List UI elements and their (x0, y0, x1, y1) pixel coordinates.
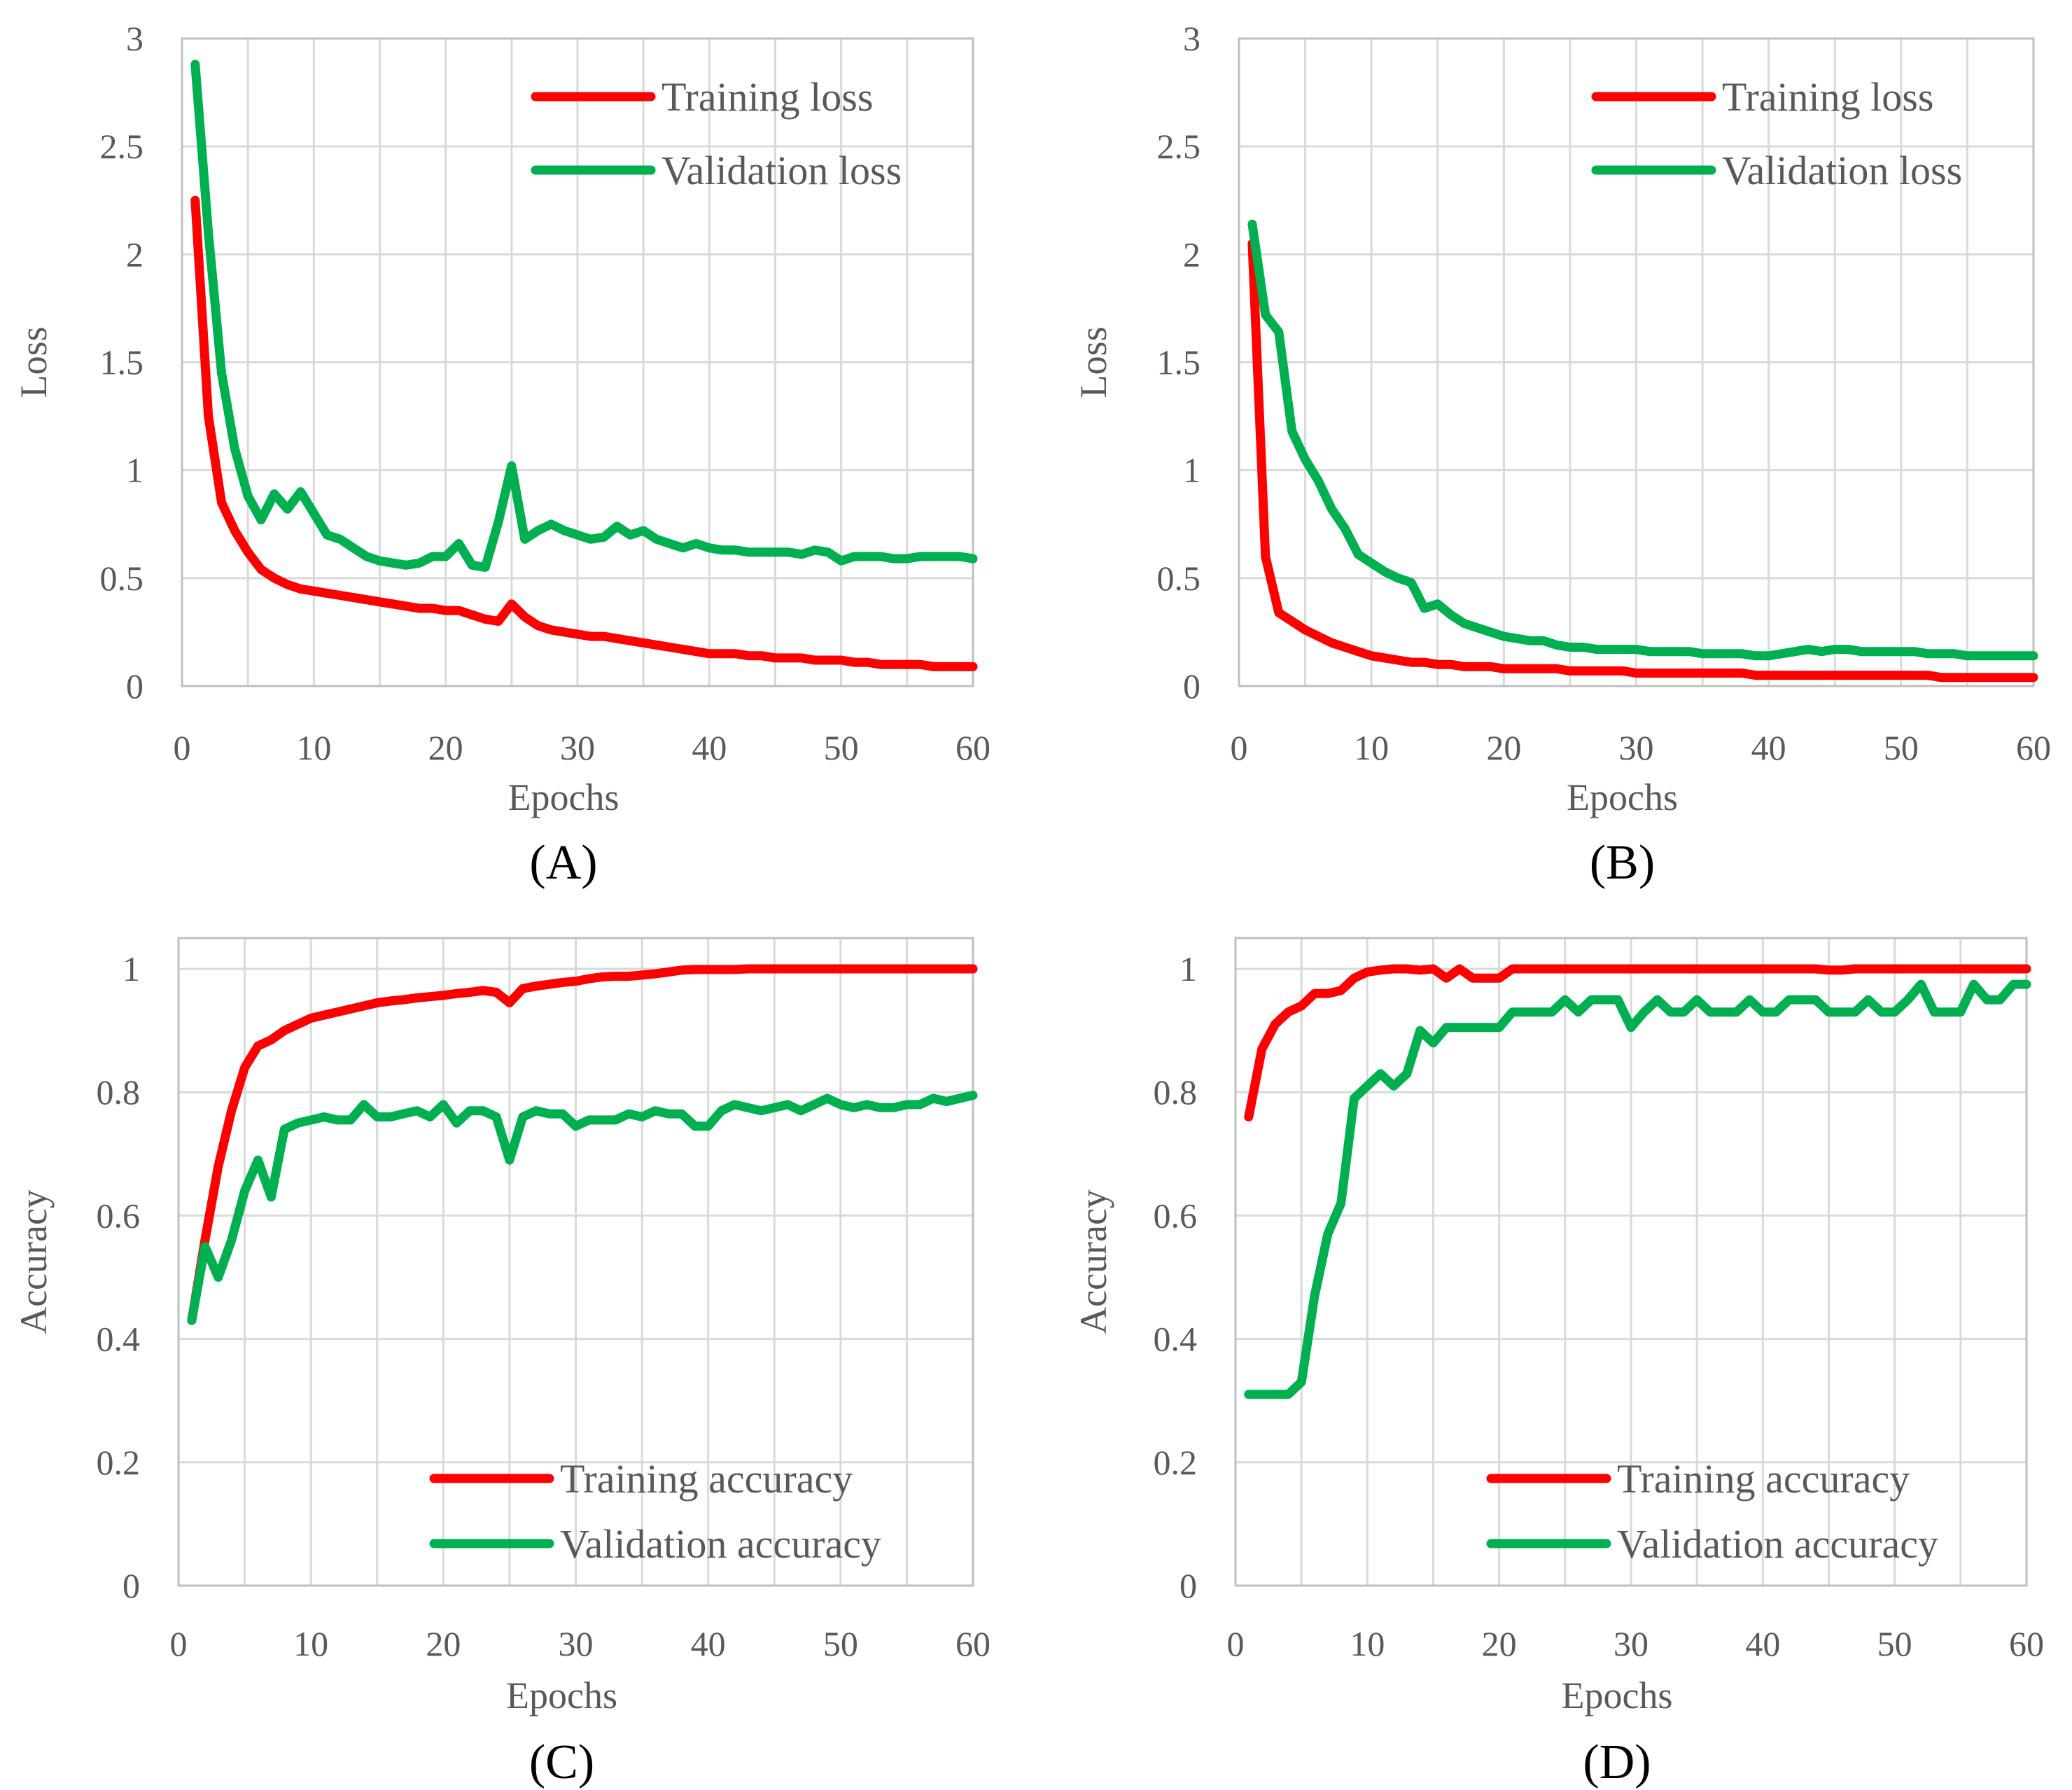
panel-b: 0 10 20 30 40 50 60 0 0.5 1 1.5 2 2.5 3 Epochs Loss Trai… (1072, 19, 2051, 890)
y-tick-label: 2.5 (100, 127, 144, 166)
plot-frame (181, 37, 974, 687)
y-tick-label: 1.5 (1157, 343, 1201, 382)
x-tick-label: 30 (560, 728, 595, 767)
x-tick-label: 0 (174, 728, 191, 767)
legend-label: Training accuracy (560, 1456, 853, 1502)
legend: Training accuracy Validation accuracy (429, 1456, 881, 1567)
legend-label: Training accuracy (1617, 1456, 1910, 1502)
x-tick-label: 30 (1619, 728, 1654, 767)
y-tick-label: 1 (1183, 451, 1200, 490)
y-tick-label: 2 (1183, 235, 1200, 274)
series-line-validation-loss (190, 60, 978, 572)
panel-caption: (B) (1590, 836, 1655, 890)
x-tick-label: 60 (955, 1624, 990, 1663)
y-axis-label: Loss (13, 326, 55, 398)
y-tick-label: 0.2 (1154, 1443, 1198, 1482)
y-axis-label: Accuracy (1072, 1189, 1114, 1334)
x-tick-label: 20 (1482, 1624, 1517, 1663)
x-tick-label: 20 (428, 728, 463, 767)
x-tick-label: 40 (691, 1624, 726, 1663)
x-tick-label: 50 (824, 728, 859, 767)
legend-label: Validation loss (662, 148, 902, 193)
y-tick-label: 1 (126, 451, 144, 490)
y-tick-label: 1.5 (100, 343, 144, 382)
y-tick-label: 2.5 (1157, 127, 1201, 166)
plot-frame (1234, 937, 2028, 1587)
y-tick-label: 0.8 (1154, 1072, 1198, 1112)
x-axis-label: Epochs (1567, 776, 1678, 818)
series-line-training-loss (190, 195, 978, 671)
y-tick-label: 1 (122, 949, 140, 988)
legend-label: Training loss (1722, 74, 1933, 120)
y-tick-label: 0.6 (97, 1196, 141, 1235)
series-line-validation-accuracy (1244, 979, 2031, 1399)
x-tick-label: 20 (1486, 728, 1521, 767)
panel-caption: (D) (1583, 1735, 1651, 1789)
x-tick-label: 10 (1350, 1624, 1385, 1663)
y-tick-label: 0 (1180, 1566, 1197, 1605)
legend-label: Validation accuracy (1617, 1521, 1938, 1567)
x-axis-label: Epochs (506, 1674, 617, 1716)
x-tick-label: 0 (1231, 728, 1248, 767)
x-tick-label: 10 (293, 1624, 328, 1663)
x-axis-label: Epochs (1562, 1674, 1673, 1716)
series-line-training-accuracy (187, 964, 978, 1325)
legend-label: Training loss (662, 74, 873, 120)
x-tick-label: 60 (2009, 1624, 2044, 1663)
x-tick-label: 60 (2016, 728, 2051, 767)
x-tick-label: 40 (692, 728, 727, 767)
y-tick-label: 1 (1180, 949, 1197, 988)
panel-c: 0 10 20 30 40 50 60 0 0.2 0.4 0.6 0.8 1 Epochs Accurac… (13, 937, 990, 1789)
x-tick-label: 0 (1227, 1624, 1245, 1663)
x-tick-label: 30 (559, 1624, 594, 1663)
y-tick-label: 0 (126, 666, 144, 706)
legend: Training loss Validation loss (531, 74, 902, 193)
y-tick-label: 0.8 (97, 1072, 141, 1112)
x-tick-label: 20 (426, 1624, 461, 1663)
x-tick-label: 40 (1745, 1624, 1780, 1663)
y-tick-label: 3 (1183, 19, 1200, 58)
x-tick-label: 30 (1614, 1624, 1648, 1663)
y-tick-label: 0.5 (100, 559, 144, 598)
legend: Training accuracy Validation accuracy (1486, 1456, 1938, 1567)
legend: Training loss Validation loss (1591, 74, 1962, 193)
panel-a: 0 10 20 30 40 50 60 0 0.5 1 1.5 2 2.5 3 Epochs Loss Trai… (13, 19, 990, 890)
series-line-training-accuracy (1244, 964, 2031, 1121)
y-tick-label: 3 (126, 19, 144, 58)
x-tick-label: 50 (1877, 1624, 1912, 1663)
y-tick-label: 2 (126, 235, 144, 274)
legend-label: Validation loss (1722, 148, 1962, 193)
legend-label: Validation accuracy (560, 1521, 881, 1567)
y-tick-label: 0 (1183, 666, 1200, 706)
x-tick-label: 50 (1884, 728, 1919, 767)
panel-caption: (C) (529, 1735, 594, 1789)
y-tick-label: 0 (122, 1566, 140, 1605)
plot-frame (177, 937, 974, 1587)
plot-frame (1238, 37, 2035, 687)
y-tick-label: 0.2 (97, 1443, 141, 1482)
x-tick-label: 60 (955, 728, 990, 767)
series-line-validation-accuracy (187, 1091, 978, 1325)
series-line-validation-loss (1247, 219, 2038, 661)
series-line-training-loss (1247, 239, 2038, 683)
y-tick-label: 0.5 (1157, 559, 1201, 598)
panel-caption: (A) (529, 836, 597, 890)
x-axis-label: Epochs (508, 776, 620, 818)
panel-d: 0 10 20 30 40 50 60 0 0.2 0.4 0.6 0.8 1 Epochs Accurac… (1072, 937, 2044, 1789)
x-tick-label: 10 (1354, 728, 1389, 767)
y-axis-label: Accuracy (13, 1189, 55, 1334)
y-tick-label: 0.6 (1154, 1196, 1198, 1235)
x-tick-label: 10 (296, 728, 331, 767)
x-tick-label: 50 (823, 1624, 858, 1663)
x-tick-label: 40 (1751, 728, 1786, 767)
y-tick-label: 0.4 (97, 1320, 141, 1359)
y-tick-label: 0.4 (1154, 1320, 1198, 1359)
x-tick-label: 0 (170, 1624, 188, 1663)
y-axis-label: Loss (1072, 326, 1114, 398)
